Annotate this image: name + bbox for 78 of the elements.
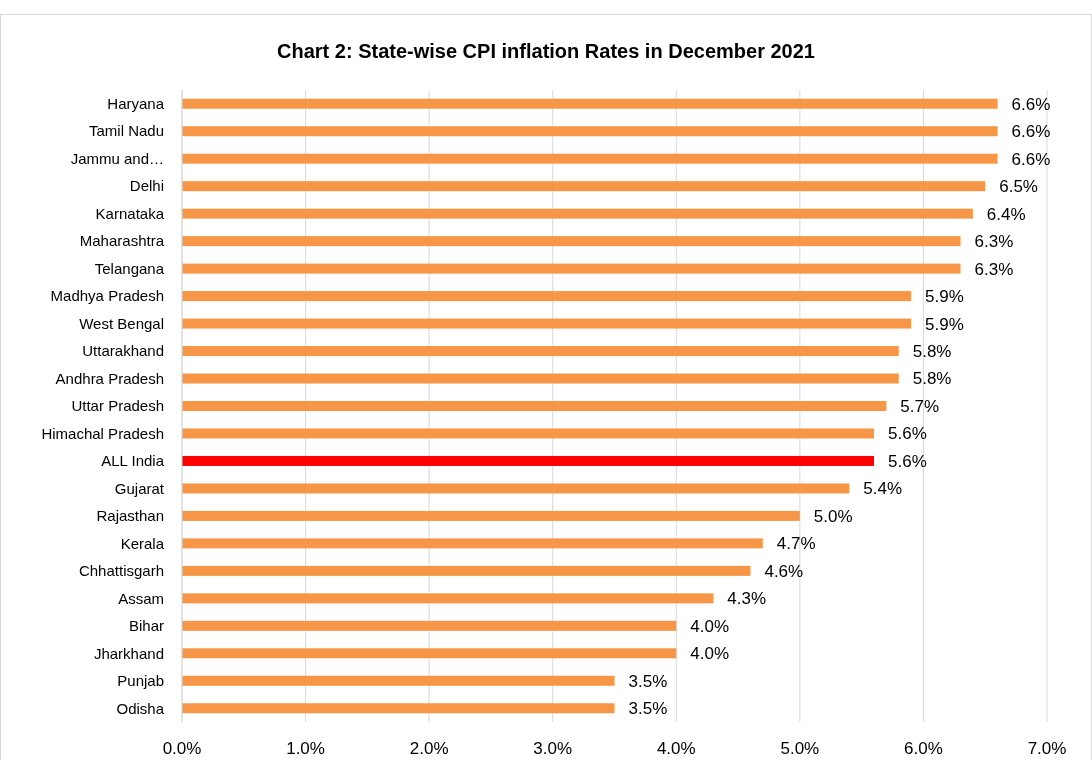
bar [182, 510, 800, 521]
y-tick-label: Andhra Pradesh [55, 369, 164, 387]
x-tick-label: 3.0% [533, 739, 573, 758]
y-tick-label: Assam [118, 589, 164, 607]
bar [182, 373, 899, 384]
bar [182, 483, 850, 494]
y-tick-label: Himachal Pradesh [41, 424, 164, 442]
data-label: 5.4% [863, 479, 903, 499]
data-label: 5.0% [813, 506, 853, 526]
y-tick-label: Kerala [120, 534, 165, 552]
y-tick-label: Bihar [128, 617, 164, 635]
bar [182, 455, 874, 466]
data-label: 6.4% [986, 204, 1026, 224]
y-tick-label: West Bengal [79, 314, 164, 332]
data-label: 4.0% [690, 616, 730, 636]
bar [182, 181, 986, 192]
y-tick-label: Uttar Pradesh [71, 397, 164, 415]
data-label: 3.5% [628, 671, 668, 691]
y-tick-label: Tamil Nadu [88, 122, 164, 140]
bar [182, 675, 615, 686]
bar [182, 703, 615, 714]
y-tick-label: Haryana [107, 94, 165, 112]
data-label: 4.7% [776, 534, 816, 554]
data-label: 5.6% [888, 451, 927, 471]
bar [182, 565, 751, 576]
bar [182, 648, 677, 659]
bar [182, 98, 998, 109]
bar [182, 291, 912, 302]
data-label: 6.6% [1011, 149, 1051, 169]
bar [182, 236, 961, 247]
bar [182, 126, 998, 137]
data-label: 5.7% [900, 396, 940, 416]
chart-title: Chart 2: State-wise CPI inflation Rates in December 2021 [277, 40, 815, 62]
y-tick-label: Uttarakhand [82, 342, 164, 360]
x-tick-label: 1.0% [286, 739, 325, 758]
y-tick-label: Delhi [129, 177, 164, 195]
y-tick-label: Karnataka [95, 204, 165, 222]
data-label: 5.9% [925, 314, 964, 334]
y-tick-label: Jammu and… [70, 149, 164, 167]
bar [182, 401, 887, 411]
bar [182, 318, 912, 329]
y-tick-label: Maharashtra [79, 232, 165, 250]
data-label: 5.6% [888, 424, 927, 444]
bar [182, 263, 961, 274]
y-tick-label: Telangana [94, 259, 165, 277]
data-label: 6.5% [999, 177, 1038, 197]
data-label: 4.3% [727, 589, 767, 609]
x-tick-label: 5.0% [780, 739, 820, 758]
bar [182, 428, 874, 439]
y-tick-label: Rajasthan [96, 507, 164, 525]
x-tick-label: 0.0% [162, 739, 202, 758]
bar [182, 208, 973, 219]
data-label: 5.9% [925, 287, 964, 307]
data-label: 6.3% [974, 259, 1014, 279]
data-label: 5.8% [912, 369, 952, 389]
y-tick-label: Chhattisgarh [78, 562, 164, 580]
x-tick-label: 2.0% [409, 739, 449, 758]
x-tick-label: 7.0% [1027, 739, 1067, 758]
bar [182, 593, 714, 604]
data-label: 4.0% [690, 644, 730, 664]
y-tick-label: Jharkhand [93, 644, 164, 662]
y-tick-label: Punjab [117, 672, 164, 690]
data-label: 6.6% [1011, 94, 1051, 114]
x-tick-label: 6.0% [904, 739, 943, 758]
y-tick-label: Odisha [116, 699, 165, 717]
data-label: 6.6% [1011, 122, 1051, 142]
x-tick-label: 4.0% [656, 739, 696, 758]
data-label: 6.3% [974, 232, 1014, 252]
data-label: 3.5% [628, 699, 668, 719]
data-label: 4.6% [764, 561, 804, 581]
bar [182, 538, 763, 549]
y-tick-label: Gujarat [114, 479, 165, 497]
bar [182, 346, 899, 357]
y-tick-label: ALL India [101, 452, 165, 470]
y-tick-label: Madhya Pradesh [50, 287, 164, 305]
bar [182, 620, 677, 631]
bar [182, 153, 998, 164]
data-label: 5.8% [912, 341, 952, 361]
